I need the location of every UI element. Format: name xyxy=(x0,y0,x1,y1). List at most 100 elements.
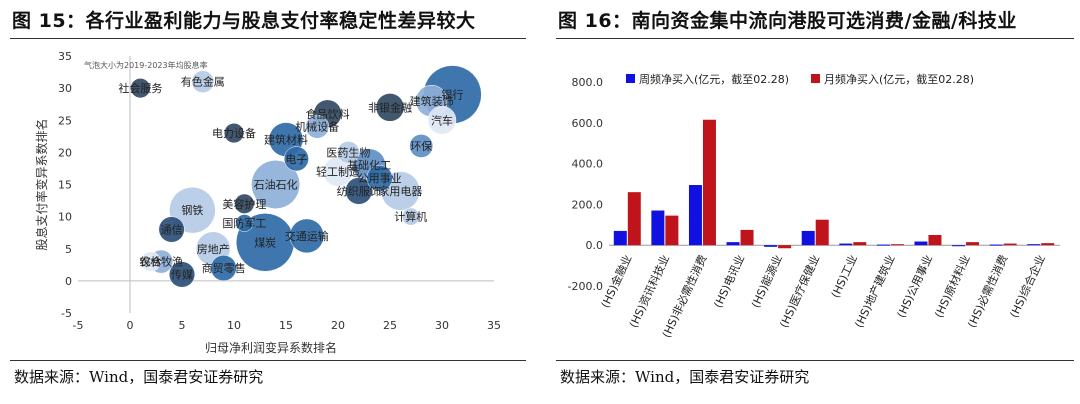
bubble-label: 公用事业 xyxy=(358,172,402,185)
bubble-point xyxy=(409,134,434,158)
y-tick-label: -200.0 xyxy=(568,280,603,293)
y-tick-label: 600.0 xyxy=(572,117,604,130)
x-tick-label: 35 xyxy=(487,319,501,332)
x-category-label: (HS)医疗保健业 xyxy=(776,253,822,330)
x-category-label: (HS)资讯科技业 xyxy=(626,253,672,330)
bubble-point xyxy=(323,156,353,187)
y-axis-label: 股息支付率变异系数排名 xyxy=(34,118,49,250)
bubble-label: 综合 xyxy=(140,255,162,269)
bubble-label: 计算机 xyxy=(394,210,427,224)
source-rule xyxy=(10,360,526,361)
bubble-point xyxy=(191,70,215,93)
x-tick-label: 5 xyxy=(179,319,186,332)
bubble-label: 房地产 xyxy=(197,242,230,256)
bar-monthly xyxy=(966,242,980,246)
bar-monthly xyxy=(853,242,867,246)
x-tick-label: 20 xyxy=(331,319,345,332)
left-figure-panel: 图 15：各行业盈利能力与股息支付率稳定性差异较大 -5 0 5 10 15 20 25 30… xyxy=(0,0,532,404)
bubble-label: 电子 xyxy=(285,153,307,166)
bubble-label: 食品饮料 xyxy=(306,107,350,121)
source-note: 数据来源：Wind，国泰君安证券研究 xyxy=(14,368,264,386)
bubble-point xyxy=(345,177,373,205)
bar-monthly xyxy=(890,244,904,246)
bar-weekly xyxy=(726,242,740,246)
y-tick-label: -5 xyxy=(61,307,72,320)
bar-monthly xyxy=(1041,243,1055,246)
bar-monthly xyxy=(815,219,829,246)
bubble-label: 医药生物 xyxy=(326,145,370,159)
bubble-label: 机械设备 xyxy=(295,120,339,134)
bubble-point xyxy=(375,93,405,122)
bar-monthly xyxy=(1003,243,1017,246)
bar-weekly xyxy=(1027,244,1041,246)
bubble-label: 轻工制造 xyxy=(316,165,360,179)
bar-monthly xyxy=(928,235,942,246)
x-tick-label: 30 xyxy=(435,319,449,332)
bubble-point xyxy=(337,141,360,164)
bar-weekly xyxy=(952,245,966,247)
bubble-label: 交通运输 xyxy=(285,229,329,243)
figure-title: 图 15：各行业盈利能力与股息支付率稳定性差异较大 xyxy=(12,10,476,32)
bubble-chart: -5 0 5 10 15 20 25 30 35 -5 0 5 10 15 20 25 30 35 归母净利润变异系… xyxy=(34,50,501,355)
bar-monthly xyxy=(740,229,754,246)
bar-weekly xyxy=(989,244,1003,246)
source-note: 数据来源：Wind，国泰君安证券研究 xyxy=(560,368,810,386)
bubble-label: 有色金属 xyxy=(181,75,225,89)
y-tick-label: 15 xyxy=(58,179,72,192)
y-tick-label: 30 xyxy=(58,82,72,95)
figure-title: 图 16：南向资金集中流向港股可选消费/金融/科技业 xyxy=(558,10,1017,32)
bubble-label: 非银金融 xyxy=(368,100,412,114)
bubble-point xyxy=(289,218,325,254)
bubble-point xyxy=(223,123,245,144)
bar-weekly xyxy=(876,244,890,246)
bubble-point xyxy=(210,254,237,282)
legend-label: 月频净买入(亿元，截至02.28) xyxy=(824,72,974,86)
bubble-point xyxy=(366,165,393,192)
bubble-label: 农林牧渔 xyxy=(139,255,183,269)
y-tick-label: 25 xyxy=(58,114,72,127)
bubble-label: 银行 xyxy=(441,88,463,102)
bar-monthly xyxy=(778,245,792,249)
x-category-label: (HS)金融业 xyxy=(598,253,635,310)
bubble-label: 建筑装饰 xyxy=(410,94,454,108)
bar-chart: -200.00.0200.0400.0600.0800.0(HS)金融业(HS)… xyxy=(568,72,1060,340)
y-tick-label: 400.0 xyxy=(572,158,604,171)
legend-label: 周频净买入(亿元，截至02.28) xyxy=(639,72,789,86)
y-tick-label: 35 xyxy=(58,50,72,63)
bubble-point xyxy=(235,214,254,232)
bar-monthly xyxy=(702,119,716,246)
bubble-label: 通信 xyxy=(161,223,183,236)
bubble-label: 电力设备 xyxy=(212,126,256,140)
x-category-label: (HS)原材料业 xyxy=(931,253,972,320)
x-category-label: (HS)综合企业 xyxy=(1007,253,1048,320)
right-figure-panel: 图 16：南向资金集中流向港股可选消费/金融/科技业 -200.0 0.0 200.… xyxy=(546,0,1080,404)
bubble-point xyxy=(234,193,255,214)
bubble-point xyxy=(168,261,196,288)
x-category-label: (HS)必需性消费 xyxy=(964,253,1010,330)
bubble-point xyxy=(283,146,309,172)
x-category-label: (HS)地产建筑业 xyxy=(852,253,898,330)
bubble-point xyxy=(130,78,151,99)
bar-weekly xyxy=(764,245,778,247)
bubble-label: 汽车 xyxy=(431,113,453,127)
x-category-label: (HS)工业 xyxy=(829,253,860,300)
bubble-label: 建筑材料 xyxy=(264,133,308,147)
x-axis-label: 归母净利润变异系数排名 xyxy=(205,340,337,355)
bubble-label: 环保 xyxy=(410,139,432,153)
bar-weekly xyxy=(651,210,665,246)
bubble-label: 钢铁 xyxy=(181,204,203,217)
bar-weekly xyxy=(914,241,928,246)
bar-weekly xyxy=(839,243,853,246)
bar-weekly xyxy=(801,230,815,246)
bubble-label: 石油石化 xyxy=(254,178,298,192)
y-tick-label: 0 xyxy=(65,275,72,288)
bubble-point xyxy=(305,114,330,139)
y-tick-label: 0.0 xyxy=(586,239,604,252)
bubble-point xyxy=(251,160,301,209)
source-rule xyxy=(556,360,1074,361)
x-category-label: (HS)能源业 xyxy=(748,253,785,310)
y-tick-label: 800.0 xyxy=(572,76,604,89)
bar-weekly xyxy=(688,185,702,246)
bubble-label: 家用电器 xyxy=(378,184,422,198)
bubble-label: 美容护理 xyxy=(222,197,266,211)
